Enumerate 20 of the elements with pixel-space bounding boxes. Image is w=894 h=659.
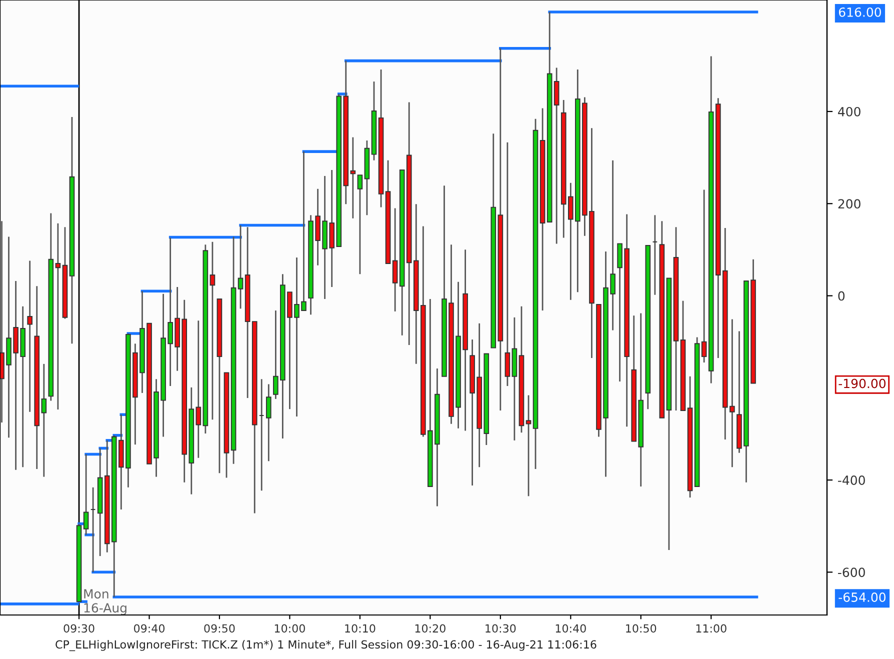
y-tick-label: -600 <box>838 568 865 578</box>
x-tick-label: 10:50 <box>626 624 656 633</box>
y2-tick-label: -654.00 <box>838 592 886 602</box>
x-tick-label: 10:00 <box>274 624 305 633</box>
x-tick-label: 10:30 <box>486 624 516 633</box>
x-tick-label: 09:40 <box>134 624 165 633</box>
y-tick-label: 400 <box>838 106 860 116</box>
x-tick-label: 09:50 <box>204 624 235 633</box>
y-tick-label: -400 <box>838 475 865 485</box>
x-tick-label: 10:10 <box>345 624 376 633</box>
ref-line-label: Mon 16-Aug <box>84 589 126 615</box>
x-tick-label: 11:00 <box>696 624 726 633</box>
text: CP_ELHighLowIgnoreFirst: TICK.Z (1m*) 1 Minute*, Full Session 09:30-16:00 - 16-Aug-21 11:06:16 <box>56 640 596 652</box>
y-tick-label: 0 <box>838 291 845 301</box>
y2-tick-label: -190.00 <box>838 378 886 388</box>
y2-tick-label: 616.00 <box>838 7 882 17</box>
y-tick-label: 200 <box>838 199 860 209</box>
x-tick-label: 10:20 <box>415 624 446 633</box>
x-tick-label: 09:30 <box>64 624 94 633</box>
x-tick-label: 10:40 <box>556 624 586 633</box>
